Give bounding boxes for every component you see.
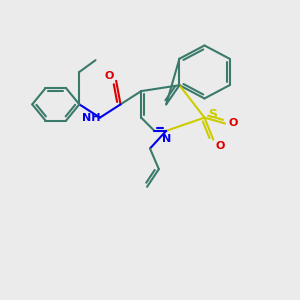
Text: N: N bbox=[162, 134, 171, 144]
Text: NH: NH bbox=[82, 112, 101, 123]
Text: S: S bbox=[208, 108, 217, 121]
Text: O: O bbox=[229, 118, 238, 128]
Text: O: O bbox=[216, 141, 225, 151]
Text: O: O bbox=[104, 71, 113, 81]
